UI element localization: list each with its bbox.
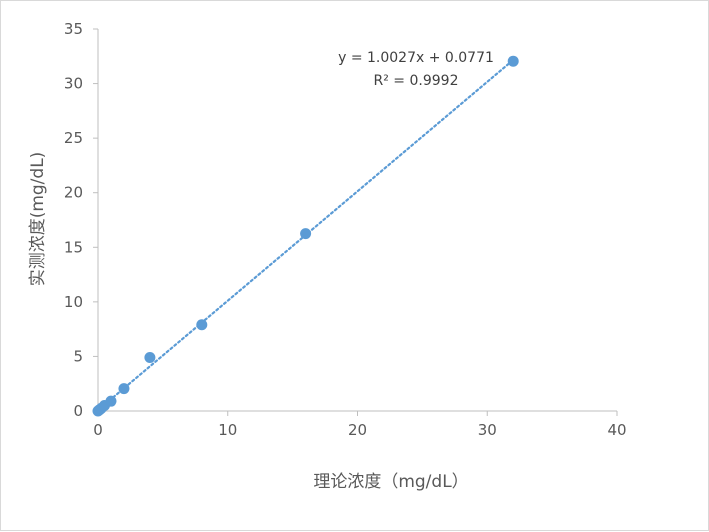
tick-labels: 0 10 20 30 40 0 5 10 15 20 25 30 35 (64, 20, 627, 439)
trendline-equation: y = 1.0027x + 0.0771 (338, 50, 494, 66)
y-tick-label: 25 (64, 129, 83, 147)
y-tick-label: 15 (64, 238, 83, 256)
data-point (118, 383, 130, 395)
data-point (144, 352, 156, 364)
data-points (92, 55, 519, 417)
axes (93, 28, 618, 416)
x-tick-label: 0 (93, 421, 103, 439)
x-tick-label: 40 (607, 421, 626, 439)
trendline-r-squared: R² = 0.9992 (374, 73, 459, 89)
x-tick-label: 10 (218, 421, 237, 439)
y-tick-label: 5 (73, 347, 83, 365)
data-point (196, 319, 208, 331)
data-point (300, 228, 312, 240)
x-tick-label: 30 (478, 421, 497, 439)
y-tick-label: 10 (64, 293, 83, 311)
y-axis-title: 实测浓度(mg/dL) (28, 152, 48, 287)
data-point (507, 55, 519, 67)
x-tick-label: 20 (348, 421, 367, 439)
y-tick-label: 20 (64, 184, 83, 202)
y-tick-label: 35 (64, 20, 83, 38)
y-tick-label: 30 (64, 75, 83, 93)
x-axis-title: 理论浓度（mg/dL） (313, 472, 468, 492)
data-point (105, 395, 117, 407)
y-tick-label: 0 (73, 402, 83, 420)
